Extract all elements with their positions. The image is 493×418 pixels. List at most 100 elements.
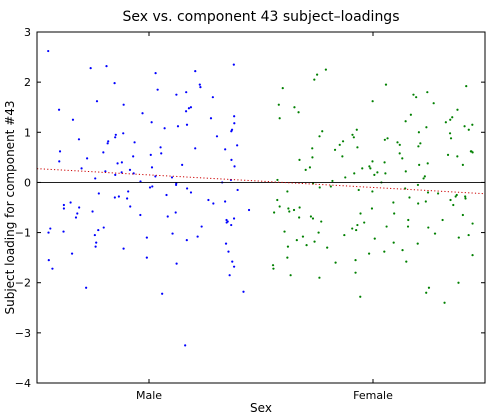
male-data-point [47,259,50,262]
male-data-point [127,190,130,193]
female-data-point [298,206,301,209]
female-data-point [308,166,312,169]
male-data-point [122,247,125,250]
female-data-point [271,264,275,267]
female-data-point [292,208,296,212]
chart-title: Sex vs. component 43 subject–loadings [123,9,400,25]
female-data-point [363,221,366,224]
male-data-point [95,241,98,244]
female-data-point [354,259,357,262]
male-data-point [209,117,213,120]
female-data-point [456,155,459,158]
female-data-point [357,188,360,192]
male-data-point [126,197,129,200]
male-data-point [184,344,187,347]
female-data-point [417,131,420,134]
female-data-point [401,249,404,252]
male-data-point [106,142,109,145]
female-data-point [272,267,275,270]
male-data-point [194,70,197,73]
female-data-point [359,212,362,215]
male-data-point [187,107,191,110]
y-axis-ticks: 3 2 1 0 −1 −2 −3 −4 [15,26,485,390]
male-data-point [233,165,236,168]
female-data-point [359,295,362,298]
male-data-point [247,208,251,212]
male-data-point [170,176,174,179]
female-data-point [464,197,467,200]
male-data-point [47,49,50,53]
female-data-point [418,163,421,166]
female-data-point [313,78,316,81]
female-data-point [373,173,376,177]
male-data-point [141,112,144,115]
male-data-point [211,96,214,99]
female-data-point [470,150,473,153]
female-data-point [396,141,399,144]
female-data-point [277,103,280,106]
x-tick-label: Female [353,389,393,402]
male-data-point [148,186,152,189]
female-data-point [295,238,298,242]
male-data-point [163,127,166,130]
male-data-point [233,122,236,125]
female-data-point [401,157,404,160]
female-data-point [343,233,346,237]
male-data-point [139,213,142,217]
female-data-point [383,138,386,141]
male-data-point [225,218,228,222]
male-data-point [174,183,178,187]
male-data-point [116,162,119,165]
male-data-point [231,260,234,263]
female-data-point [461,163,464,166]
female-data-point [288,210,291,213]
male-data-point [196,235,199,238]
y-tick-label: 3 [24,26,31,39]
female-data-point [383,250,386,253]
female-data-point [386,137,389,140]
male-data-point [57,108,61,111]
female-data-point [286,245,290,248]
male-data-point [176,125,180,128]
female-data-point [317,231,320,234]
male-data-point [97,228,100,232]
male-data-point [189,106,193,109]
male-data-point [232,217,236,220]
female-data-point [415,96,418,99]
male-data-point [91,210,94,213]
female-data-point [448,132,452,135]
female-data-point [456,108,459,111]
male-data-point [145,256,148,259]
y-tick-label: 1 [24,126,31,139]
female-data-point [398,152,401,155]
female-data-point [341,155,344,158]
female-data-point [406,225,410,228]
female-data-point [287,207,290,210]
female-data-point [329,185,332,188]
y-axis-label: Subject loading for component #43 [3,100,17,314]
male-data-point [212,202,215,205]
female-data-point [409,113,412,116]
female-data-point [341,140,345,143]
male-data-point [77,138,81,141]
male-data-point [85,286,88,289]
male-data-point [225,221,228,224]
female-data-point [355,228,358,232]
male-data-point [200,225,203,228]
female-data-point [441,218,444,222]
female-data-point [353,172,356,175]
female-data-point [404,170,407,173]
male-data-point [133,141,136,144]
male-data-point [185,238,188,242]
plot-area-frame [36,31,486,384]
male-data-point [76,212,79,215]
male-data-point [107,140,110,143]
male-data-point [228,274,231,277]
male-data-point [156,88,159,91]
female-data-point [432,102,435,105]
female-data-point [457,281,460,284]
male-data-point [128,168,132,171]
female-data-point [427,286,431,289]
female-data-point [278,205,281,208]
